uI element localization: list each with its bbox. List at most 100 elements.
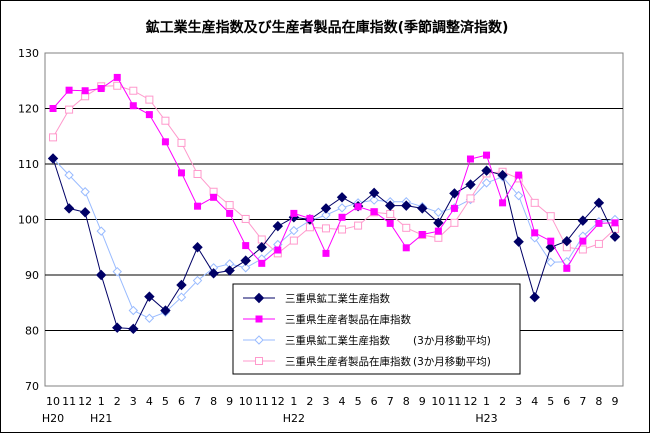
data-point — [80, 187, 90, 197]
data-point — [112, 266, 122, 277]
data-point — [272, 220, 284, 232]
data-point — [513, 190, 524, 201]
x-tick-label: 8 — [210, 395, 217, 408]
chart-title: 鉱工業生産指数及び生産者製品在庫指数(季節調整済指数) — [146, 19, 509, 36]
data-point — [81, 87, 89, 95]
data-point — [434, 227, 442, 235]
data-point — [466, 194, 475, 203]
y-tick-label: 130 — [18, 47, 39, 60]
data-point — [497, 169, 508, 181]
data-point — [95, 269, 107, 281]
data-point — [63, 203, 75, 214]
data-point — [593, 197, 605, 209]
data-point — [433, 217, 444, 229]
legend-label: 三重県鉱工業生産指数 — [285, 292, 390, 305]
data-point — [224, 265, 235, 276]
data-point — [161, 116, 170, 125]
legend-marker — [255, 357, 263, 365]
year-label: H22 — [283, 412, 305, 425]
data-point — [578, 245, 587, 254]
x-tick-label: 11 — [62, 395, 76, 408]
data-point — [370, 208, 378, 216]
data-point — [386, 209, 395, 218]
data-point — [129, 86, 138, 95]
data-point — [338, 213, 346, 221]
data-point — [128, 323, 139, 335]
data-point — [531, 229, 539, 237]
x-tick-label: 9 — [419, 395, 426, 408]
y-tick-label: 80 — [25, 325, 39, 338]
x-tick-label: 4 — [339, 395, 346, 408]
x-tick-label: 8 — [595, 395, 602, 408]
x-tick-label: 7 — [387, 395, 394, 408]
data-point — [481, 165, 492, 176]
x-tick-label: 5 — [355, 395, 362, 408]
x-tick-label: 7 — [579, 395, 586, 408]
data-point — [160, 305, 171, 316]
y-tick-label: 120 — [18, 103, 39, 116]
data-point — [481, 178, 492, 188]
x-tick-label: 9 — [611, 395, 618, 408]
data-point — [113, 81, 122, 90]
data-point — [257, 235, 266, 244]
legend-box — [232, 283, 521, 375]
data-point — [563, 264, 571, 272]
data-point — [258, 259, 266, 267]
x-tick-label: 12 — [463, 395, 477, 408]
x-tick-label: 10 — [46, 395, 60, 408]
x-tick-label: 1 — [483, 395, 490, 408]
x-tick-label: 4 — [146, 395, 153, 408]
data-point — [402, 244, 410, 252]
legend-label: 三重県生産者製品在庫指数 — [285, 313, 411, 326]
x-tick-label: 9 — [226, 395, 233, 408]
x-tick-label: 4 — [531, 395, 538, 408]
data-point — [64, 170, 74, 180]
data-point — [337, 203, 347, 213]
data-point — [611, 219, 619, 227]
data-point — [289, 236, 298, 245]
data-point — [561, 235, 573, 247]
y-axis: 70 80 90 100 110 120 130 — [18, 47, 39, 393]
x-tick-label: 2 — [114, 395, 121, 408]
data-point — [546, 212, 555, 221]
x-tick-label: 1 — [98, 395, 105, 408]
data-point — [401, 200, 412, 211]
data-point — [386, 219, 394, 227]
x-tick-label: 10 — [431, 395, 445, 408]
data-point — [241, 214, 250, 223]
y-tick-label: 100 — [18, 214, 39, 227]
y-tick-label: 90 — [25, 269, 39, 282]
data-point — [306, 214, 314, 222]
year-label: H21 — [90, 412, 112, 425]
data-point — [79, 207, 91, 218]
data-point — [369, 195, 379, 205]
data-point — [368, 187, 380, 199]
data-point — [176, 279, 187, 291]
x-tick-label: 6 — [371, 395, 378, 408]
legend-marker — [254, 335, 264, 345]
data-point — [402, 223, 411, 232]
data-point — [129, 102, 137, 110]
data-point — [321, 210, 331, 220]
data-point — [515, 171, 523, 179]
data-point — [240, 255, 251, 266]
x-tick-label: 10 — [239, 395, 253, 408]
data-point — [177, 169, 185, 177]
data-point — [529, 291, 540, 303]
data-point — [194, 202, 202, 210]
data-point — [450, 204, 458, 212]
gridlines — [45, 108, 623, 331]
data-point — [465, 179, 476, 190]
legend-marker — [253, 292, 265, 304]
data-point — [450, 218, 459, 227]
data-point — [433, 207, 444, 217]
x-tick-label: 11 — [447, 395, 461, 408]
x-tick-label: 5 — [547, 395, 554, 408]
data-point — [225, 201, 234, 210]
data-point — [49, 105, 57, 112]
legend-label: 三重県鉱工業生産指数 — [285, 334, 390, 347]
data-point — [145, 111, 153, 119]
